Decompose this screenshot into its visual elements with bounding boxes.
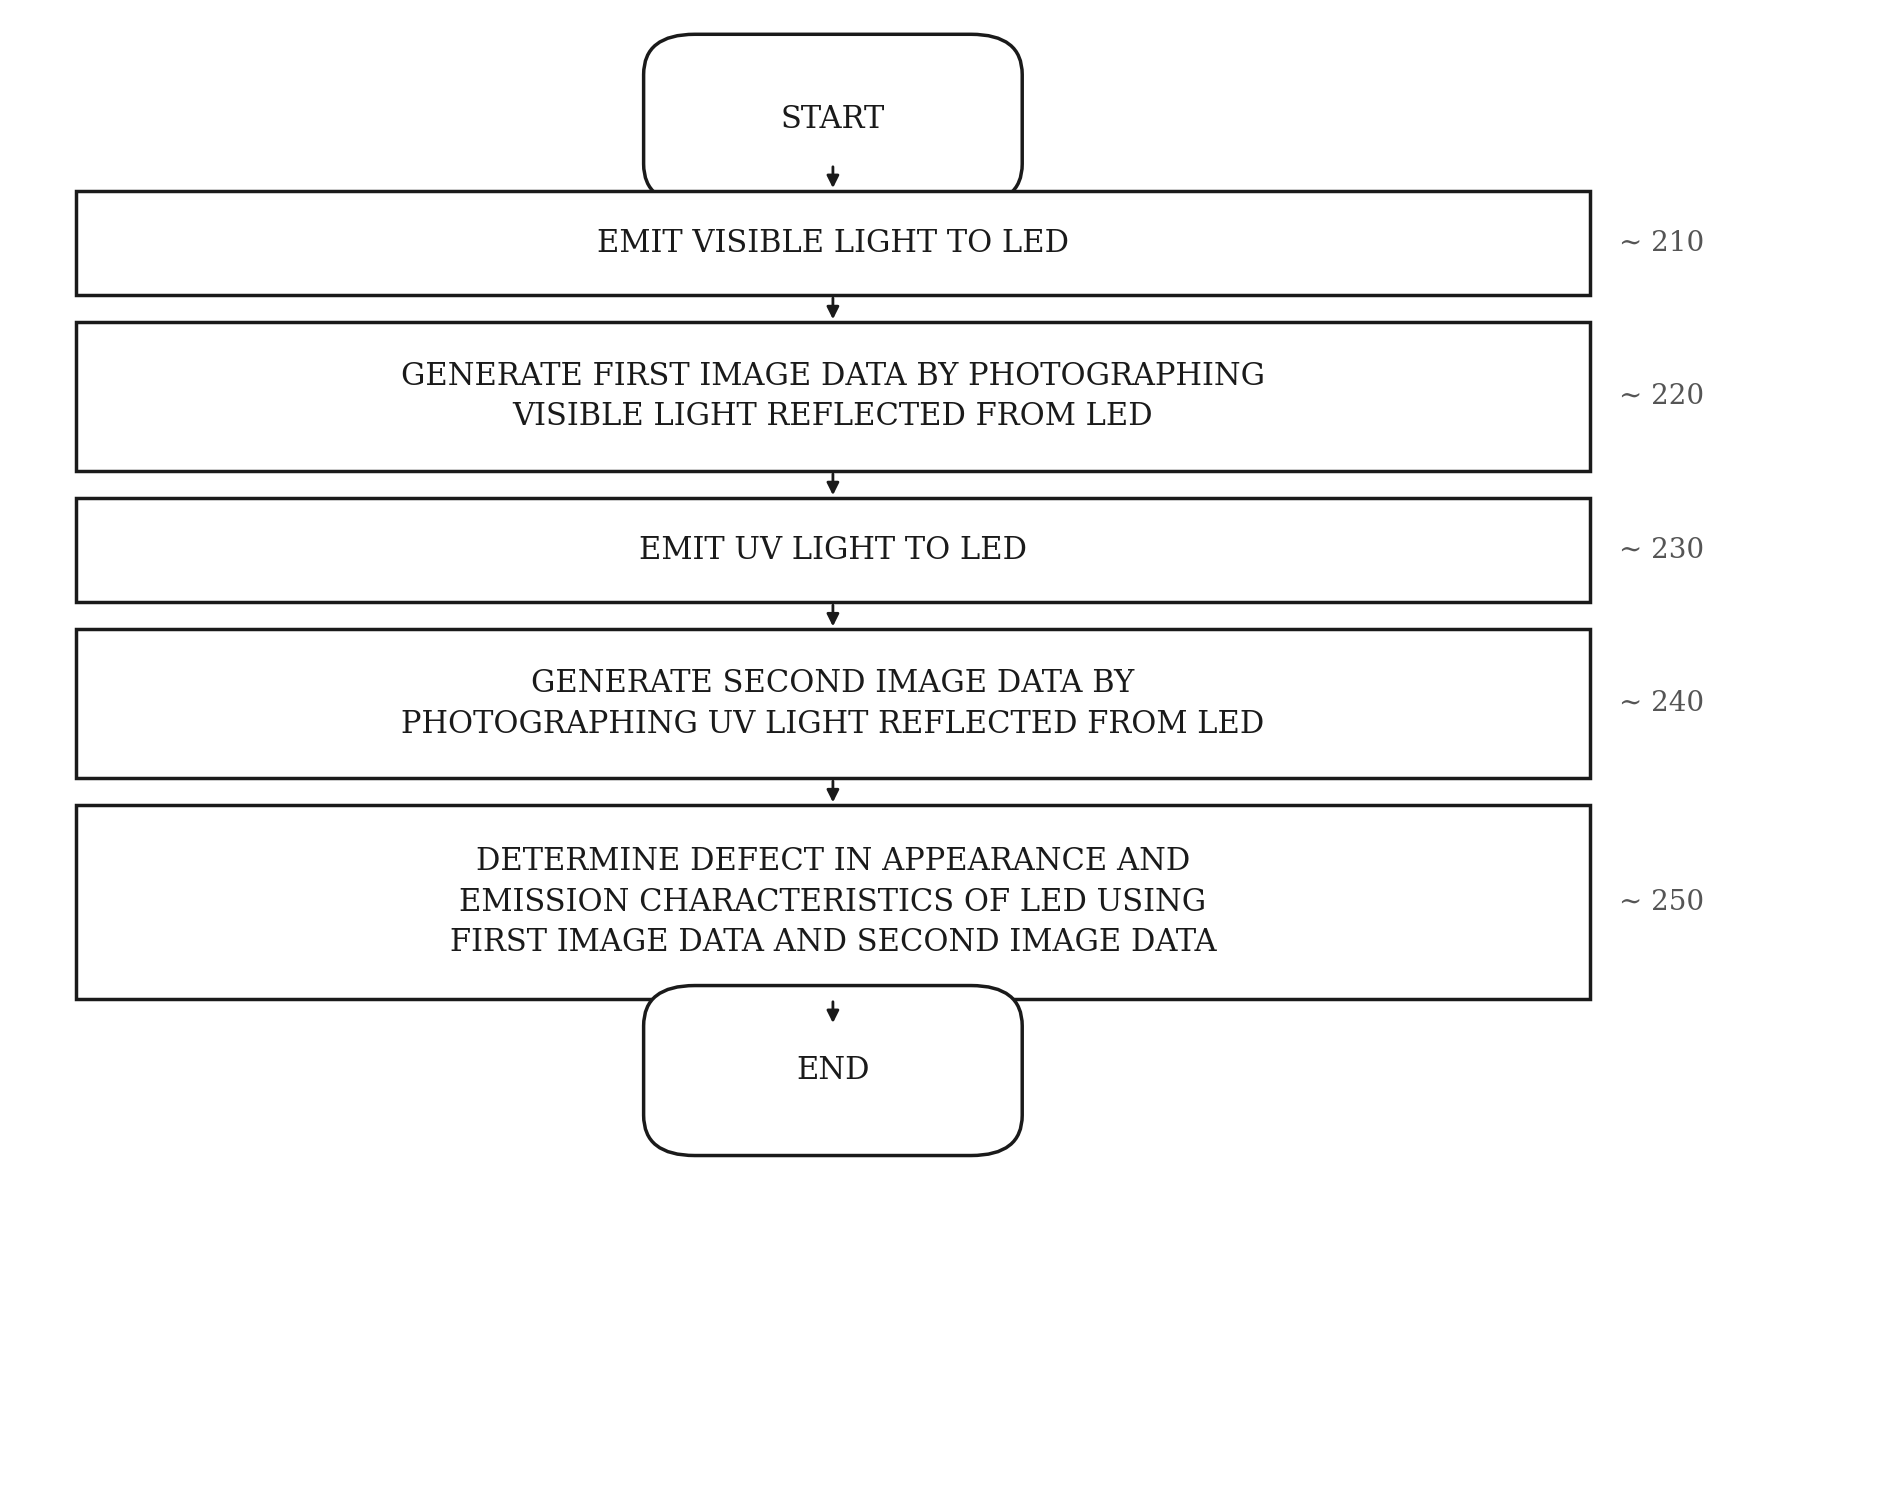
Text: ∼ 250: ∼ 250 (1619, 889, 1704, 915)
Text: ∼ 220: ∼ 220 (1619, 383, 1704, 410)
Text: EMIT UV LIGHT TO LED: EMIT UV LIGHT TO LED (640, 535, 1026, 565)
Text: ∼ 210: ∼ 210 (1619, 230, 1704, 256)
FancyBboxPatch shape (644, 34, 1022, 204)
FancyBboxPatch shape (76, 498, 1590, 602)
FancyBboxPatch shape (76, 322, 1590, 471)
Text: DETERMINE DEFECT IN APPEARANCE AND
EMISSION CHARACTERISTICS OF LED USING
FIRST I: DETERMINE DEFECT IN APPEARANCE AND EMISS… (451, 845, 1215, 959)
Text: ∼ 230: ∼ 230 (1619, 537, 1704, 564)
FancyBboxPatch shape (644, 986, 1022, 1156)
Text: START: START (780, 104, 886, 134)
Text: EMIT VISIBLE LIGHT TO LED: EMIT VISIBLE LIGHT TO LED (596, 228, 1070, 258)
Text: END: END (797, 1056, 869, 1085)
FancyBboxPatch shape (76, 805, 1590, 999)
FancyBboxPatch shape (76, 191, 1590, 295)
FancyBboxPatch shape (76, 629, 1590, 778)
Text: ∼ 240: ∼ 240 (1619, 690, 1704, 717)
Text: GENERATE SECOND IMAGE DATA BY
PHOTOGRAPHING UV LIGHT REFLECTED FROM LED: GENERATE SECOND IMAGE DATA BY PHOTOGRAPH… (401, 668, 1265, 740)
Text: GENERATE FIRST IMAGE DATA BY PHOTOGRAPHING
VISIBLE LIGHT REFLECTED FROM LED: GENERATE FIRST IMAGE DATA BY PHOTOGRAPHI… (401, 361, 1265, 432)
